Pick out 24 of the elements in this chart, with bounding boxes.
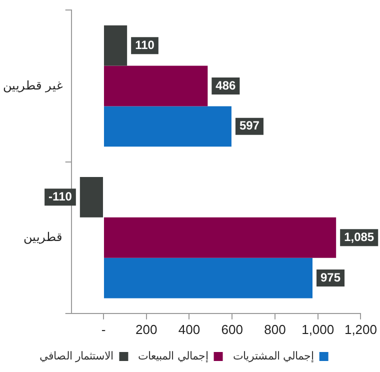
x-tick-label: 800 bbox=[264, 322, 286, 337]
data-label: 486 bbox=[216, 78, 236, 92]
x-tick-label: - bbox=[101, 322, 106, 337]
legend-label: إجمالي المبيعات bbox=[138, 350, 208, 363]
bar bbox=[104, 217, 336, 258]
bar bbox=[104, 25, 128, 66]
data-label: 597 bbox=[239, 118, 260, 133]
bar bbox=[80, 176, 103, 218]
data-label: 110 bbox=[135, 38, 155, 52]
data-label: -110 bbox=[48, 189, 72, 204]
bar bbox=[104, 258, 312, 298]
legend-label: إجمالي المشتريات bbox=[232, 350, 314, 363]
y-tick-label: غير قطريين bbox=[2, 78, 62, 92]
x-tick-label: 1,200 bbox=[344, 322, 378, 337]
data-label: 1,085 bbox=[344, 230, 374, 244]
data-label: 975 bbox=[320, 270, 341, 284]
x-tick-label: 200 bbox=[136, 322, 158, 337]
legend-label: الاستثمار الصافي bbox=[40, 350, 114, 363]
bar bbox=[104, 106, 232, 147]
y-tick-label: قطريين bbox=[23, 230, 62, 244]
bar bbox=[104, 66, 208, 106]
x-tick-label: 1,000 bbox=[302, 322, 334, 337]
x-tick-label: 400 bbox=[178, 322, 200, 337]
x-tick-label: 600 bbox=[221, 322, 243, 337]
